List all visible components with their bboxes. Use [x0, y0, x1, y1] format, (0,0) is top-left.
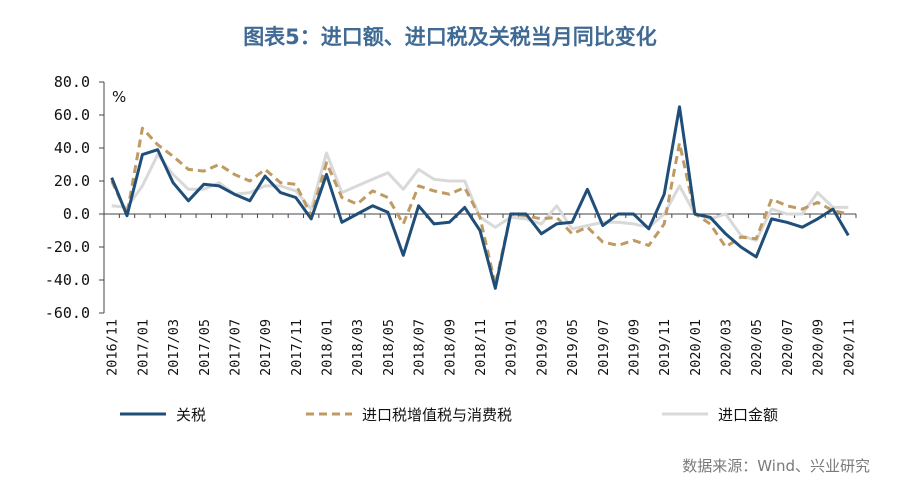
x-tick-label: 2017/11 [289, 319, 305, 376]
y-tick-label: -40.0 [45, 271, 90, 289]
x-tick-label: 2017/05 [197, 319, 213, 376]
legend-label: 关税 [176, 406, 206, 424]
legend-label: 进口金额 [718, 406, 778, 424]
x-tick-label: 2016/11 [105, 319, 121, 376]
y-tick-label: 80.0 [54, 73, 90, 91]
x-tick-label: 2017/07 [227, 319, 243, 376]
y-tick-label: 20.0 [54, 172, 90, 190]
x-tick-label: 2018/07 [412, 319, 428, 376]
x-axis: 2016/11 2017/01 2017/03 2017/05 2017/07 2017/… [103, 213, 857, 376]
legend-item-import-vat-consumption-tax: 进口税增值税与消费税 [306, 406, 512, 424]
x-tick-label: 2019/03 [534, 319, 550, 376]
x-tick-label: 2017/03 [166, 319, 182, 376]
y-tick-label: -60.0 [45, 304, 90, 322]
y-tick-label: -20.0 [45, 238, 90, 256]
chart-title: 图表5：进口额、进口税及关税当月同比变化 [243, 25, 657, 49]
x-tick-label: 2018/03 [350, 319, 366, 376]
x-tick-label: 2020/01 [688, 319, 704, 376]
x-tick-label: 2019/09 [626, 319, 642, 376]
y-tick-label: 40.0 [54, 139, 90, 157]
x-tick-label: 2017/09 [258, 319, 274, 376]
series-line-tariff [110, 105, 850, 290]
series-line-import-vat-consumption-tax [110, 126, 849, 287]
x-tick-label: 2020/03 [719, 319, 735, 376]
x-tick-label: 2020/11 [841, 319, 857, 376]
y-axis: 80.0 60.0 40.0 20.0 0.0 -20.0 -40.0 -60.0 [45, 73, 105, 322]
legend-item-tariff: 关税 [120, 406, 206, 424]
unit-label: % [112, 88, 126, 106]
legend-label: 进口税增值税与消费税 [362, 406, 512, 424]
source-note: 数据来源：Wind、兴业研究 [682, 457, 870, 475]
x-tick-label: 2020/05 [749, 319, 765, 376]
legend-item-import-value: 进口金额 [662, 406, 778, 424]
x-tick-label: 2018/09 [442, 319, 458, 376]
x-tick-label: 2020/07 [780, 319, 796, 376]
x-tick-label: 2019/07 [596, 319, 612, 376]
x-tick-label: 2019/05 [565, 319, 581, 376]
x-tick-label: 2018/01 [320, 319, 336, 376]
y-tick-label: 0.0 [63, 205, 90, 223]
x-tick-label: 2019/01 [504, 319, 520, 376]
legend: 关税 进口税增值税与消费税 进口金额 [120, 406, 778, 424]
y-tick-label: 60.0 [54, 106, 90, 124]
x-tick-label: 2018/11 [473, 319, 489, 376]
x-tick-label: 2019/11 [657, 319, 673, 376]
x-tick-label: 2020/09 [811, 319, 827, 376]
series-layer [110, 105, 850, 290]
x-tick-label: 2017/01 [135, 319, 151, 376]
x-tick-label: 2018/05 [381, 319, 397, 376]
